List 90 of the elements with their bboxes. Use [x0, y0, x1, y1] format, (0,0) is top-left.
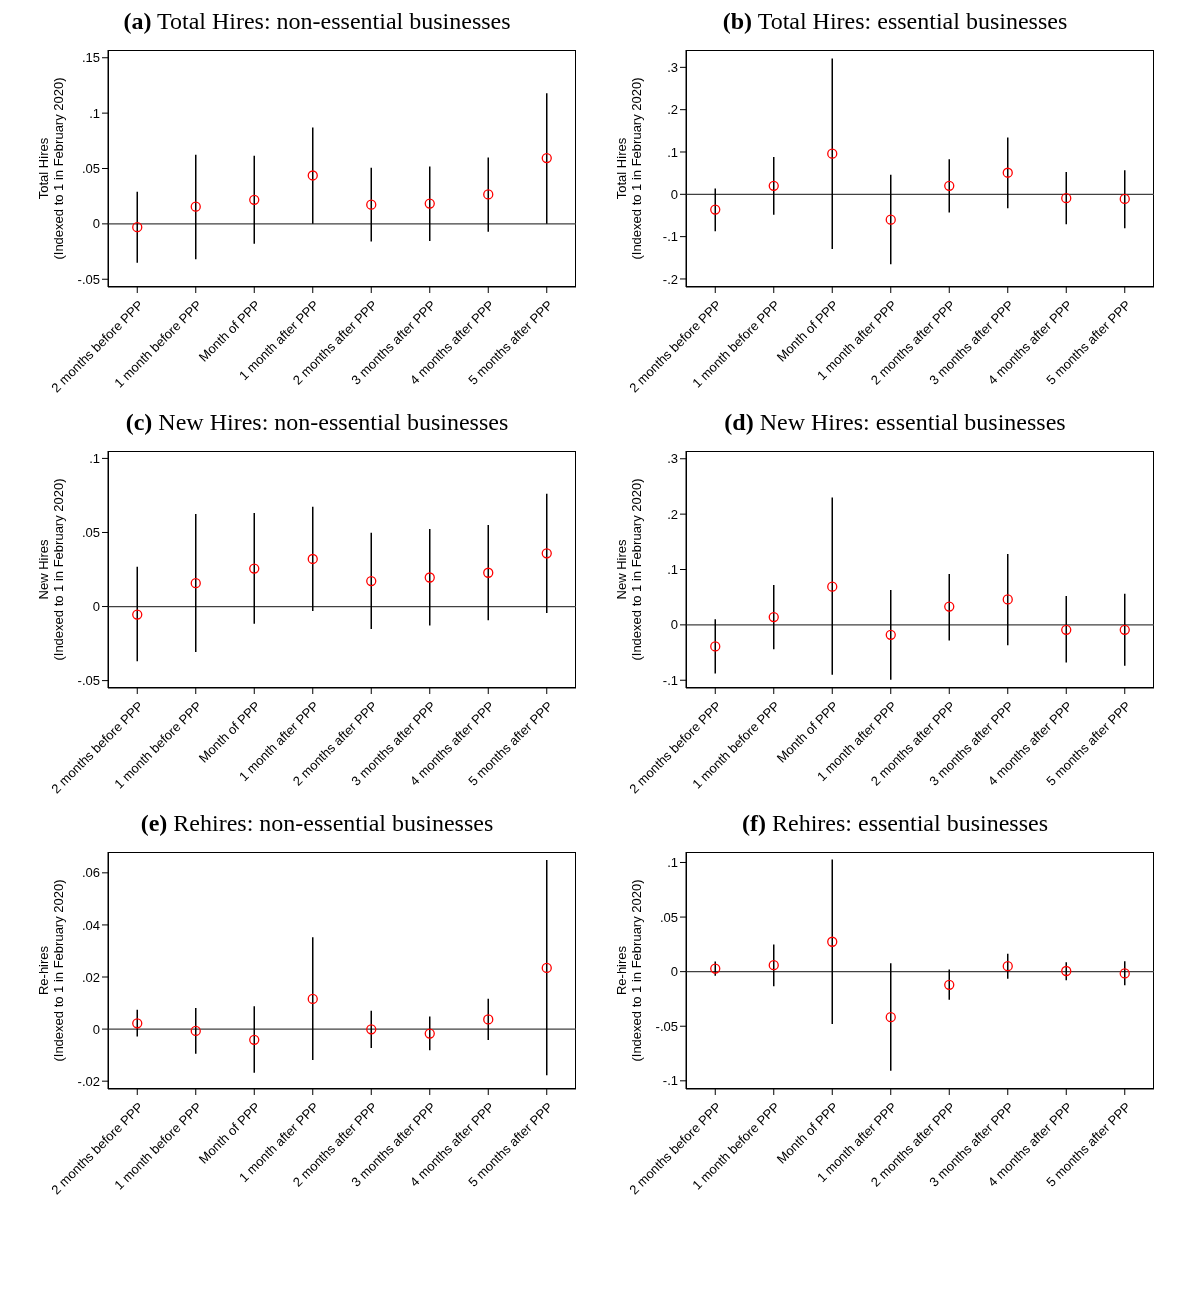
y-tick-label: 0	[92, 216, 100, 232]
chart-title: (b) Total Hires: essential businesses	[721, 8, 1069, 36]
point	[366, 1024, 377, 1035]
y-tick-label: -.1	[662, 229, 678, 245]
point	[307, 553, 318, 565]
y-tick-label: 0	[670, 186, 678, 202]
y-tick-label: -.05	[77, 673, 100, 689]
point	[710, 963, 721, 974]
point	[944, 180, 955, 191]
point	[827, 936, 838, 947]
y-tick-label: .05	[81, 525, 100, 541]
y-tick-label: -.05	[77, 271, 100, 287]
point	[424, 1028, 435, 1039]
point	[827, 148, 838, 159]
point	[1119, 968, 1130, 979]
chart-title: (d) New Hires: essential businesses	[723, 409, 1067, 437]
point	[541, 152, 552, 164]
y-tick-label: 0	[92, 599, 100, 615]
point	[768, 611, 779, 623]
y-tick-label: .1	[667, 855, 678, 871]
y-tick-label: -.1	[662, 672, 678, 688]
y-tick-label: 0	[92, 1021, 100, 1037]
point	[768, 960, 779, 971]
point	[885, 629, 896, 640]
point	[885, 1012, 896, 1023]
y-tick-label: -.1	[662, 1073, 678, 1089]
point	[827, 581, 838, 592]
point	[249, 563, 260, 574]
y-axis-title: Re-hires (Indexed to 1 in February 2020)	[35, 879, 66, 1062]
point	[366, 199, 377, 210]
point	[483, 189, 494, 200]
y-tick-label: .2	[667, 506, 678, 522]
chart-title: (a) Total Hires: non-essential businesses	[122, 8, 512, 36]
point	[1119, 624, 1130, 636]
point	[249, 194, 260, 205]
y-tick-label: -.2	[662, 271, 678, 287]
point	[366, 575, 377, 587]
point	[1061, 624, 1072, 636]
y-tick-label: -.02	[77, 1073, 100, 1089]
point	[424, 572, 435, 583]
point	[541, 962, 552, 974]
point	[190, 201, 201, 212]
point	[132, 609, 143, 620]
y-tick-label: .15	[81, 50, 100, 66]
point	[424, 198, 435, 209]
y-tick-label: .1	[89, 105, 100, 121]
y-tick-label: .05	[659, 909, 678, 925]
y-tick-label: -.05	[655, 1018, 678, 1034]
y-tick-label: 0	[670, 617, 678, 633]
y-tick-label: .04	[81, 917, 100, 933]
point	[249, 1034, 260, 1045]
point	[190, 577, 201, 589]
point	[483, 1014, 494, 1025]
chart-title: (c) New Hires: non-essential businesses	[124, 409, 510, 437]
y-tick-label: .06	[81, 865, 100, 881]
point	[768, 180, 779, 191]
y-tick-label: .3	[667, 59, 678, 75]
y-tick-label: .3	[667, 451, 678, 467]
y-tick-label: .2	[667, 102, 678, 118]
point	[132, 1018, 143, 1029]
point	[483, 567, 494, 578]
y-axis-title: New Hires (Indexed to 1 in February 2020)	[613, 478, 644, 661]
y-tick-label: .1	[667, 144, 678, 160]
point	[944, 601, 955, 612]
point	[1119, 193, 1130, 205]
point	[1002, 961, 1013, 972]
point	[1061, 965, 1072, 977]
point	[1002, 594, 1013, 605]
point	[190, 1025, 201, 1037]
y-axis-title: Total Hires (Indexed to 1 in February 2020)	[35, 77, 66, 260]
point	[885, 214, 896, 225]
point	[541, 548, 552, 559]
y-tick-label: .1	[667, 562, 678, 578]
chart-title: (e) Rehires: non-essential businesses	[139, 810, 495, 838]
y-axis-title: Re-hires (Indexed to 1 in February 2020)	[613, 879, 644, 1062]
point	[307, 170, 318, 181]
y-tick-label: .1	[89, 451, 100, 467]
y-tick-label: .02	[81, 969, 100, 985]
point	[944, 979, 955, 991]
y-tick-label: .05	[81, 161, 100, 177]
chart-title: (f) Rehires: essential businesses	[741, 810, 1049, 838]
y-axis-title: Total Hires (Indexed to 1 in February 2020)	[613, 77, 644, 260]
point	[710, 204, 721, 215]
point	[307, 993, 318, 1005]
point	[710, 641, 721, 652]
point	[132, 222, 143, 233]
y-axis-title: New Hires (Indexed to 1 in February 2020)	[35, 478, 66, 661]
point	[1061, 192, 1072, 204]
y-tick-label: 0	[670, 964, 678, 980]
point	[1002, 167, 1013, 178]
